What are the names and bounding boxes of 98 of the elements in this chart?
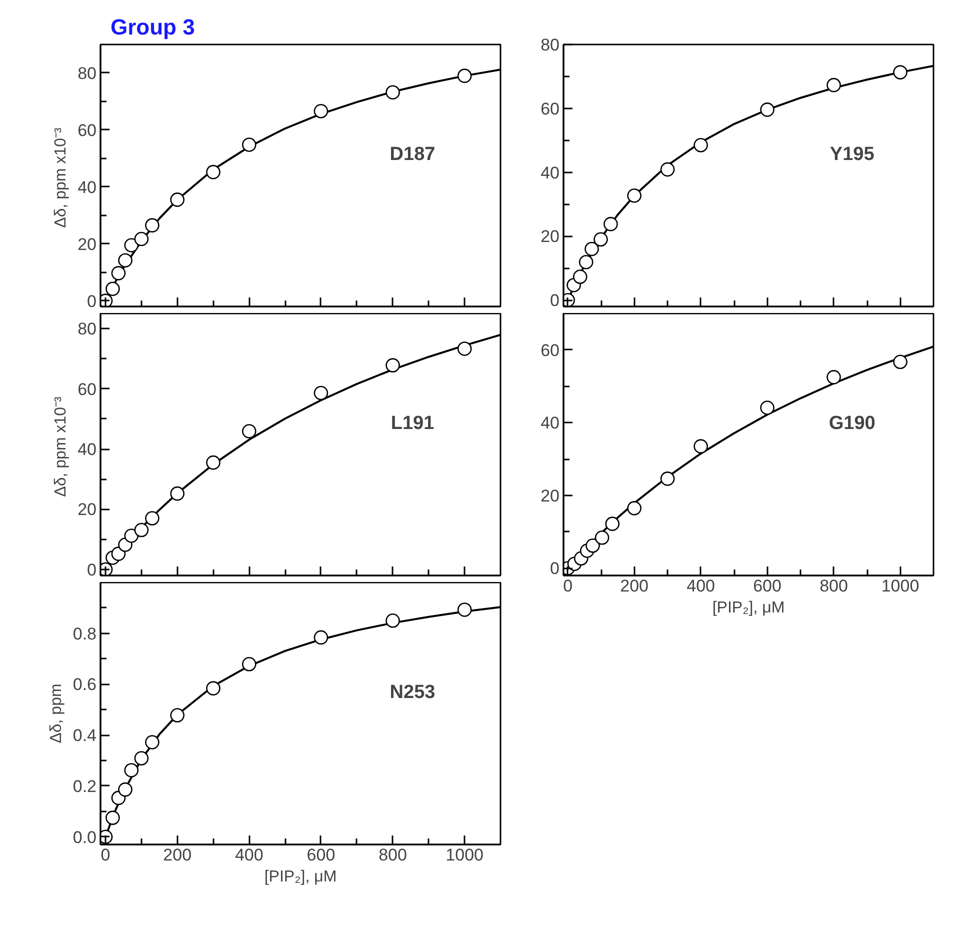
y-tick-label: 60	[78, 120, 97, 140]
x-tick-label: 1000	[881, 576, 920, 596]
point	[584, 242, 599, 256]
annotation: D187	[390, 144, 436, 166]
point	[605, 516, 620, 531]
point	[111, 266, 126, 280]
point	[578, 254, 594, 270]
point	[660, 162, 675, 177]
y-tick-label: 60	[78, 380, 97, 399]
annotation: G190	[828, 413, 876, 434]
x-tick-label: 600	[753, 576, 782, 596]
point	[694, 439, 708, 454]
y-tick-label: 40	[540, 163, 560, 182]
point	[826, 370, 841, 384]
point	[386, 358, 400, 372]
annotation: L191	[390, 413, 435, 434]
x-tick-label: 200	[620, 576, 648, 596]
y-tick-label: 0.6	[72, 675, 97, 694]
point	[145, 511, 160, 526]
y-tick-label: 60	[540, 99, 560, 118]
point	[604, 216, 618, 232]
y-tick-label: 0	[87, 560, 97, 580]
y-tick-label: 20	[78, 500, 97, 520]
point	[594, 530, 610, 545]
y-tick-label: 40	[78, 440, 97, 460]
x-tick-label: 200	[163, 846, 192, 864]
y-axis-title: Δδ, ppm	[48, 684, 65, 744]
point	[457, 68, 472, 83]
point	[170, 708, 184, 722]
point	[826, 78, 841, 92]
point	[170, 486, 184, 501]
point	[386, 614, 400, 628]
y-tick-label: 0	[550, 559, 560, 578]
annotation: N253	[390, 682, 436, 704]
y-tick-label: 20	[540, 227, 560, 246]
x-tick-label: 600	[306, 846, 336, 864]
x-tick-label: 800	[820, 576, 848, 596]
point	[134, 522, 149, 538]
y-axis-title: Δδ, ppm x10⁻³	[52, 126, 70, 228]
point	[145, 735, 160, 750]
point	[242, 424, 256, 438]
x-tick-label: 400	[234, 846, 264, 864]
y-tick-label: 0.2	[72, 776, 97, 796]
point	[627, 501, 642, 516]
point	[106, 810, 120, 825]
point	[893, 65, 908, 80]
point	[660, 472, 675, 486]
y-tick-label: 0.8	[72, 624, 97, 644]
y-tick-label: 80	[78, 64, 97, 83]
point	[118, 253, 132, 268]
point	[145, 218, 160, 232]
point	[594, 232, 608, 247]
point	[586, 538, 600, 553]
point	[760, 102, 774, 117]
y-tick-label: 0.0	[72, 828, 97, 847]
point	[760, 400, 774, 415]
y-tick-label: 80	[540, 36, 560, 54]
x-axis-title: [PIP₂], μM	[712, 600, 785, 616]
x-tick-label: 400	[686, 576, 715, 596]
point	[170, 192, 184, 207]
x-tick-label: 800	[378, 846, 407, 864]
y-tick-label: 60	[540, 340, 560, 360]
y-tick-label: 40	[540, 414, 560, 433]
point	[314, 630, 328, 645]
point	[893, 354, 908, 370]
y-tick-label: 40	[78, 178, 97, 197]
annotation: Y195	[830, 144, 875, 166]
point	[242, 657, 256, 672]
point	[314, 386, 328, 400]
point	[457, 602, 472, 617]
point	[206, 681, 220, 696]
y-tick-label: 80	[78, 320, 97, 339]
point	[106, 282, 120, 296]
point	[118, 782, 132, 797]
point	[206, 455, 220, 470]
y-axis-title: Δδ, ppm x10⁻³	[52, 396, 70, 497]
y-tick-label: 0	[550, 291, 560, 310]
point	[694, 138, 708, 152]
y-tick-label: 20	[540, 486, 560, 506]
point	[627, 188, 642, 203]
point	[134, 751, 149, 766]
point	[386, 85, 400, 100]
point	[242, 138, 256, 152]
point	[124, 763, 139, 778]
y-tick-label: 20	[78, 234, 97, 254]
point	[124, 528, 139, 543]
point	[206, 164, 220, 180]
y-tick-label: 0.4	[72, 726, 97, 746]
y-tick-label: 0	[87, 292, 97, 311]
x-tick-label: 0	[563, 576, 573, 596]
x-tick-label: 1000	[446, 846, 484, 864]
x-tick-label: 0	[100, 846, 110, 864]
point	[134, 232, 149, 246]
point	[314, 104, 328, 118]
x-axis-title: [PIP₂], μM	[264, 868, 337, 886]
chart-title: Group 3	[110, 14, 195, 40]
point	[572, 270, 588, 284]
point	[457, 342, 472, 356]
